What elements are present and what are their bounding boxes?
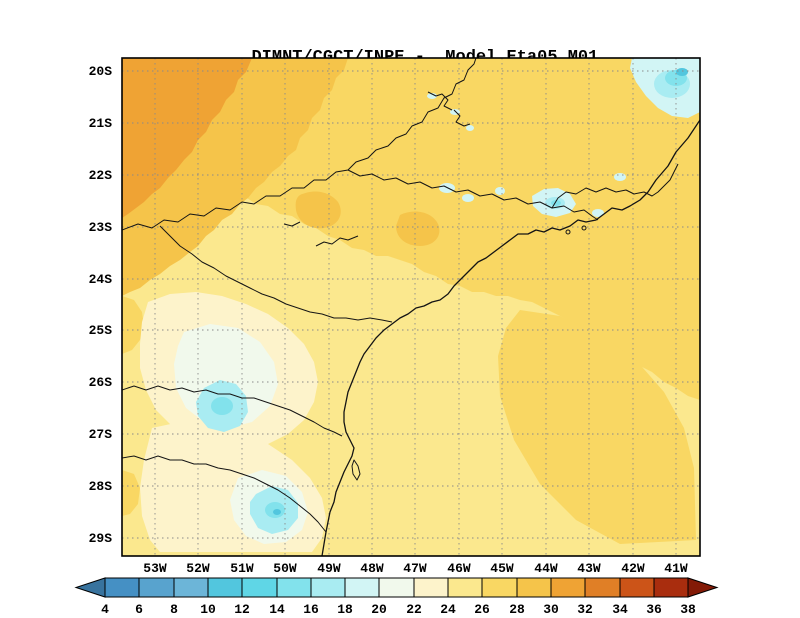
lat-label: 27S (89, 427, 113, 442)
map-frame (121, 57, 701, 557)
colorbar-segment (516, 577, 552, 598)
colorbar-segment (619, 577, 655, 598)
lon-label: 42W (621, 561, 645, 576)
temp-fill-region (122, 470, 140, 516)
colorbar-tick-label: 34 (612, 602, 628, 617)
colorbar-tick-label: 4 (101, 602, 109, 617)
temp-fill-region (466, 125, 474, 131)
colorbar-tick-label: 26 (474, 602, 490, 617)
river-line (453, 109, 471, 127)
lon-label: 52W (186, 561, 210, 576)
colorbar-tick-label: 22 (406, 602, 422, 617)
colorbar-tick-label: 16 (303, 602, 319, 617)
island-outline (565, 229, 571, 235)
colorbar-right-arrow (687, 577, 719, 598)
colorbar-segment (481, 577, 518, 598)
lat-label: 20S (89, 64, 113, 79)
colorbar-tick-label: 10 (200, 602, 216, 617)
colorbar-segment (550, 577, 586, 598)
colorbar-segment (447, 577, 483, 598)
river-line (427, 91, 453, 111)
border-line (159, 225, 393, 323)
colorbar-segment (138, 577, 175, 598)
colorbar-tick-label: 6 (135, 602, 143, 617)
temp-fill-region (462, 194, 474, 202)
lon-label: 53W (143, 561, 167, 576)
temp-fill-region (498, 310, 696, 544)
colorbar-segment (310, 577, 346, 598)
colorbar-tick-label: 36 (646, 602, 662, 617)
colorbar-tick-label: 18 (337, 602, 353, 617)
colorbar-segment (207, 577, 243, 598)
border-line (122, 455, 327, 533)
temperature-field (122, 58, 700, 556)
lon-label: 49W (317, 561, 341, 576)
colorbar-segment (413, 577, 449, 598)
lon-label: 43W (577, 561, 601, 576)
river-line (283, 221, 301, 227)
temp-fill-region (676, 68, 688, 76)
island-outline (351, 459, 361, 481)
lon-label: 46W (447, 561, 471, 576)
lon-label: 48W (360, 561, 384, 576)
border-line (122, 385, 343, 437)
temp-fill-region (427, 93, 437, 99)
state-borders (122, 58, 679, 533)
lat-label: 22S (89, 168, 113, 183)
coastline (321, 119, 700, 556)
lon-label: 45W (490, 561, 514, 576)
colorbar-tick-label: 28 (509, 602, 525, 617)
temp-fill-region (614, 173, 626, 181)
colorbar-segment (276, 577, 312, 598)
temp-fill-region (273, 509, 281, 515)
temp-fill-region (122, 58, 252, 218)
temp-fill-region (592, 209, 604, 217)
lat-label: 26S (89, 375, 113, 390)
colorbar-tick-label: 38 (680, 602, 696, 617)
colorbar-segment (584, 577, 621, 598)
lon-label: 47W (403, 561, 427, 576)
lat-label: 23S (89, 220, 113, 235)
temp-fill-region (495, 187, 505, 195)
grid-lines (122, 58, 700, 556)
colorbar-segment (173, 577, 209, 598)
temp-fill-region (295, 191, 341, 229)
lon-axis-labels: 53W 52W 51W 50W 49W 48W 47W 46W 45W 44W … (143, 561, 688, 576)
lon-label: 50W (273, 561, 297, 576)
lon-label: 41W (664, 561, 688, 576)
colorbar-segment (653, 577, 689, 598)
lat-label: 24S (89, 272, 113, 287)
island-outline (581, 225, 587, 231)
colorbar-tick-label: 30 (543, 602, 559, 617)
lon-label: 44W (534, 561, 558, 576)
colorbar-tick-label: 24 (440, 602, 456, 617)
temp-fill-region (551, 200, 561, 206)
colorbar-segment (241, 577, 278, 598)
temp-fill-region (122, 296, 144, 354)
lat-axis-labels: 20S 21S 22S 23S 24S 25S 26S 27S 28S 29S (89, 64, 113, 546)
colorbar-segment (344, 577, 380, 598)
temp-fill-region (396, 211, 440, 246)
colorbar: 4 6 8 10 12 14 16 18 20 22 24 26 28 30 3… (74, 577, 719, 617)
colorbar-tick-label: 12 (234, 602, 250, 617)
colorbar-tick-label: 20 (371, 602, 387, 617)
border-line (347, 169, 599, 221)
colorbar-tick-label: 14 (269, 602, 285, 617)
lat-label: 25S (89, 323, 113, 338)
colorbar-segment (104, 577, 140, 598)
colorbar-tick-label: 8 (170, 602, 178, 617)
colorbar-segment (378, 577, 415, 598)
temp-fill-region (211, 397, 233, 415)
border-line (551, 163, 679, 209)
lon-label: 51W (230, 561, 254, 576)
lat-label: 29S (89, 531, 113, 546)
river-line (315, 235, 359, 247)
colorbar-tick-label: 32 (577, 602, 593, 617)
lat-label: 21S (89, 116, 113, 131)
lat-label: 28S (89, 479, 113, 494)
colorbar-left-arrow (74, 577, 106, 598)
